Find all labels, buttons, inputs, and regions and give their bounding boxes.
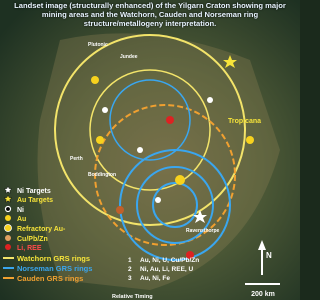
timing-text: Au, Ni, Fe	[140, 275, 170, 282]
norseman-ring	[152, 182, 198, 228]
norseman-ring	[119, 149, 231, 261]
au-target	[223, 55, 237, 68]
legend-label: Ni Targets	[17, 188, 51, 195]
cauden-ring	[94, 104, 236, 246]
legend-label: Cauden GRS rings	[17, 274, 83, 283]
north-arrow	[245, 240, 280, 285]
au-deposit	[246, 136, 254, 144]
au-target-symbol	[3, 194, 13, 203]
landsat-background	[0, 0, 300, 300]
timing-label: Relative Timing	[112, 294, 153, 300]
au-deposit	[96, 136, 104, 144]
legend-label: Refractory Au-	[17, 226, 66, 233]
legend-label: Au Targets	[17, 197, 53, 204]
deposits	[91, 55, 254, 259]
place-label: Jundee	[120, 54, 138, 60]
place-label: Plutonic	[88, 42, 108, 48]
scale-label: 200 km	[251, 291, 275, 298]
au-symbol	[5, 215, 11, 221]
au-deposit	[91, 76, 99, 84]
timing-text: Ni, Au, Li, REE, U	[140, 266, 194, 273]
watchorn-ring	[54, 34, 246, 226]
cu-pb-zn-deposit	[116, 206, 124, 214]
watchorn-ring	[89, 69, 211, 191]
north-arrow-head	[258, 240, 266, 250]
legend-label: Cu/Pb/Zn	[17, 236, 48, 243]
title: Landset image (structurally enhanced) of…	[14, 1, 286, 28]
place-label: Boddington	[88, 172, 116, 178]
cu-pb-zn-symbol	[5, 235, 11, 241]
craton	[37, 33, 280, 290]
ni-symbol	[4, 205, 12, 213]
legend-label: Watchorn GRS rings	[17, 254, 90, 263]
refractory-au-symbol	[4, 224, 12, 232]
legend-label: Li, REE	[17, 245, 42, 252]
timing-number: 3	[128, 275, 132, 282]
north-label: N	[266, 251, 272, 260]
legend-label: Ni	[17, 207, 24, 214]
ni-target-symbol	[3, 185, 13, 194]
rings	[54, 34, 246, 261]
timing-number: 1	[128, 257, 132, 264]
ni-deposit	[137, 147, 143, 153]
au-deposit	[175, 175, 185, 185]
norseman-ring	[109, 79, 191, 161]
map-screen: N 200 km Ni Targets Au Targets Ni Au Refract…	[0, 0, 300, 300]
li-ree-deposit	[186, 251, 194, 259]
map: N 200 km Ni Targets Au Targets Ni Au Refract…	[0, 0, 300, 300]
norseman-ring	[136, 166, 214, 244]
li-ree-deposit	[166, 116, 174, 124]
place-label: Perth	[70, 156, 83, 162]
legend-label: Norseman GRS rings	[17, 264, 92, 273]
li-ree-symbol	[5, 244, 11, 250]
ni-deposit	[155, 197, 161, 203]
ni-deposit	[207, 97, 213, 103]
place-label: Tropicana	[228, 118, 261, 125]
timing-text: Au, Ni, U, Cu/Pb/Zn	[140, 257, 199, 264]
place-label: Ravensthorpe	[186, 228, 220, 234]
ni-target	[193, 210, 207, 223]
legend: Ni Targets Au Targets Ni Au Refractory Au- Cu…	[3, 188, 199, 300]
timing-number: 2	[128, 266, 132, 273]
ni-deposit	[102, 107, 108, 113]
legend-label: Au	[17, 216, 26, 223]
